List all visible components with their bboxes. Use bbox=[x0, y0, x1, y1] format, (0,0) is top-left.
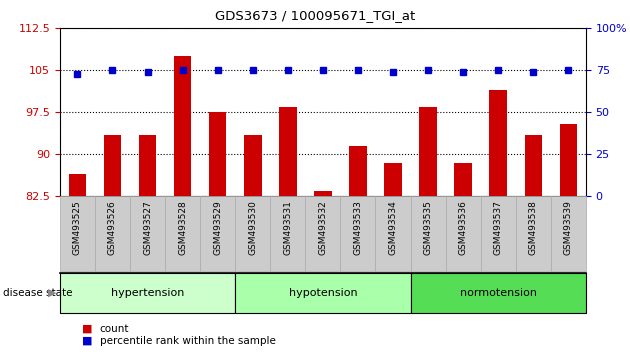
Text: GSM493536: GSM493536 bbox=[459, 200, 467, 255]
Bar bbox=[235, 273, 411, 313]
Text: GSM493531: GSM493531 bbox=[284, 200, 292, 255]
Bar bbox=[490, 90, 507, 196]
Text: GSM493530: GSM493530 bbox=[248, 200, 257, 255]
Text: GSM493537: GSM493537 bbox=[494, 200, 503, 255]
Text: GSM493527: GSM493527 bbox=[143, 200, 152, 255]
Bar bbox=[411, 196, 445, 271]
Bar bbox=[445, 196, 481, 271]
Text: count: count bbox=[100, 324, 129, 333]
Bar bbox=[174, 56, 192, 196]
Bar bbox=[209, 112, 226, 196]
Text: GDS3673 / 100095671_TGI_at: GDS3673 / 100095671_TGI_at bbox=[215, 9, 415, 22]
Text: GSM493525: GSM493525 bbox=[73, 200, 82, 255]
Bar bbox=[559, 124, 577, 196]
Text: normotension: normotension bbox=[460, 288, 537, 298]
Text: GSM493535: GSM493535 bbox=[423, 200, 433, 255]
Bar bbox=[60, 273, 235, 313]
Bar bbox=[411, 273, 586, 313]
Text: GSM493538: GSM493538 bbox=[529, 200, 538, 255]
Bar bbox=[384, 163, 402, 196]
Text: disease state: disease state bbox=[3, 288, 72, 298]
Text: percentile rank within the sample: percentile rank within the sample bbox=[100, 336, 275, 346]
Bar bbox=[340, 196, 375, 271]
Bar bbox=[551, 196, 586, 271]
Text: ■: ■ bbox=[82, 324, 93, 333]
Text: GSM493529: GSM493529 bbox=[213, 200, 222, 255]
Bar bbox=[69, 174, 86, 196]
Bar bbox=[200, 196, 235, 271]
Bar bbox=[375, 196, 411, 271]
Text: GSM493532: GSM493532 bbox=[318, 200, 328, 255]
Bar bbox=[525, 135, 542, 196]
Bar bbox=[95, 196, 130, 271]
Bar bbox=[270, 196, 306, 271]
Text: hypotension: hypotension bbox=[289, 288, 357, 298]
Bar bbox=[235, 196, 270, 271]
Bar bbox=[349, 146, 367, 196]
Bar bbox=[244, 135, 261, 196]
Bar bbox=[139, 135, 156, 196]
Bar bbox=[60, 196, 95, 271]
Bar bbox=[420, 107, 437, 196]
Bar bbox=[516, 196, 551, 271]
Bar bbox=[104, 135, 121, 196]
Bar bbox=[454, 163, 472, 196]
Bar bbox=[481, 196, 516, 271]
Text: GSM493534: GSM493534 bbox=[389, 200, 398, 255]
Text: GSM493526: GSM493526 bbox=[108, 200, 117, 255]
Text: hypertension: hypertension bbox=[111, 288, 184, 298]
Text: ▶: ▶ bbox=[49, 288, 57, 298]
Bar bbox=[165, 196, 200, 271]
Text: GSM493539: GSM493539 bbox=[564, 200, 573, 255]
Bar bbox=[314, 191, 331, 196]
Bar bbox=[130, 196, 165, 271]
Text: GSM493528: GSM493528 bbox=[178, 200, 187, 255]
Text: GSM493533: GSM493533 bbox=[353, 200, 362, 255]
Text: ■: ■ bbox=[82, 336, 93, 346]
Bar bbox=[279, 107, 297, 196]
Bar bbox=[306, 196, 340, 271]
